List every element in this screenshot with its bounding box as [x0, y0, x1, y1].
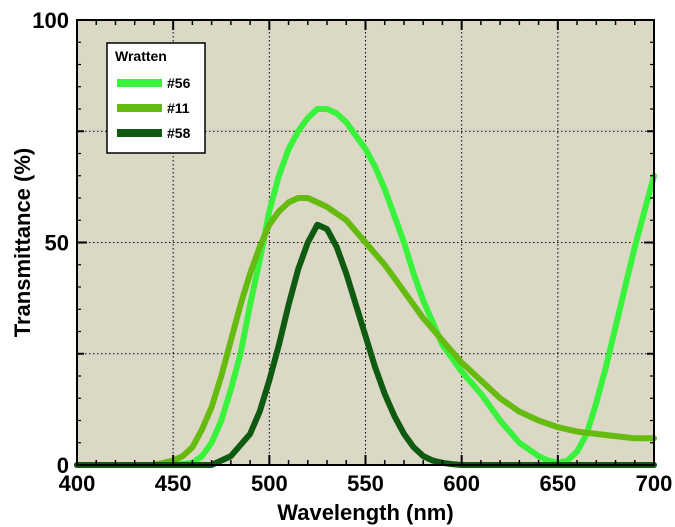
legend-label-1: #56 — [167, 75, 191, 91]
series-line-3 — [74, 221, 657, 468]
legend-title: Wratten — [115, 48, 167, 64]
x-tick-label: 650 — [539, 471, 576, 496]
tick-marks — [76, 19, 655, 466]
x-tick-label: 600 — [443, 471, 480, 496]
series-line-2 — [74, 195, 657, 468]
legend-label-2: #11 — [167, 100, 190, 116]
tick-labels: 400 450 500 550 600 650 700 0 50 100 — [32, 8, 672, 496]
series-layer — [74, 106, 657, 468]
x-tick-label: 700 — [636, 471, 673, 496]
y-axis-title: Transmittance (%) — [10, 148, 35, 338]
x-tick-label: 450 — [155, 471, 192, 496]
legend-items: #56 #11 #58 — [117, 75, 191, 141]
y-tick-label: 100 — [32, 8, 69, 33]
y-tick-label: 50 — [45, 231, 69, 256]
x-axis-title: Wavelength (nm) — [277, 500, 453, 525]
x-tick-label: 400 — [59, 471, 96, 496]
legend: Wratten #56 #11 #58 — [106, 42, 206, 154]
legend-label-3: #58 — [167, 125, 191, 141]
x-tick-label: 500 — [251, 471, 288, 496]
y-tick-label: 0 — [57, 453, 69, 478]
x-tick-label: 550 — [347, 471, 384, 496]
series-line-1 — [74, 106, 657, 468]
